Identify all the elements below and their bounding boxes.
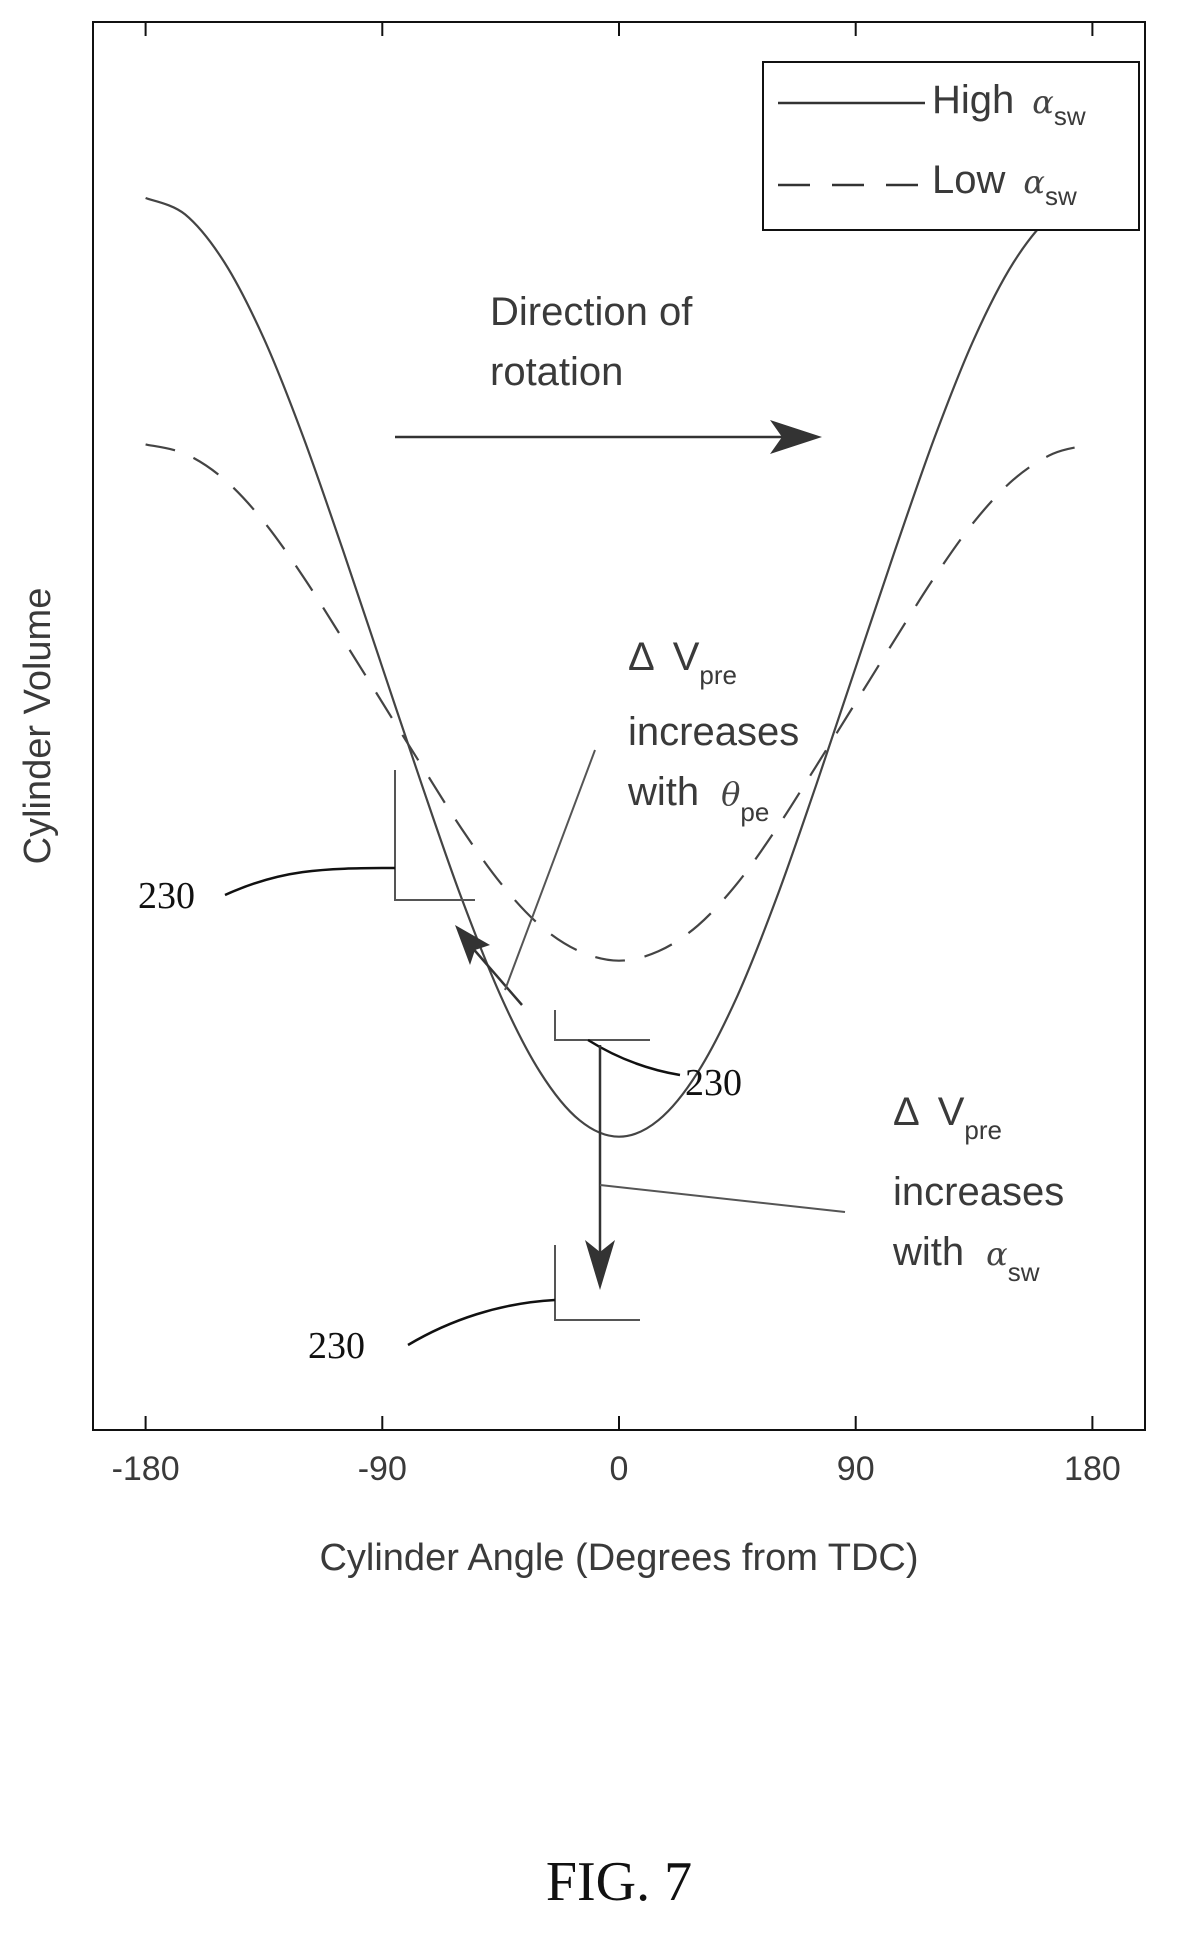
x-tick-label: -90	[358, 1450, 407, 1488]
figure-caption: FIG. 7	[546, 1851, 692, 1913]
ref-bracket-middle	[554, 1010, 650, 1041]
legend-box	[762, 61, 1140, 231]
series-line-high	[145, 196, 1093, 1138]
legend: High αsw Low αsw	[762, 61, 1140, 231]
x-axis-ticks	[144, 22, 1094, 1430]
ref-numeral-middle: 230	[685, 1062, 742, 1104]
legend-label-low: Low αsw	[932, 158, 1077, 211]
legend-label-high: High αsw	[932, 78, 1086, 131]
ref-bracket-upper	[394, 770, 475, 901]
annotation-lower-line3: with αsw	[892, 1230, 1040, 1287]
x-tick-label: 90	[837, 1450, 875, 1488]
annotation-upper-line2: increases	[628, 710, 799, 754]
x-tick-label: 180	[1064, 1450, 1121, 1488]
theta-arrow-head	[455, 925, 490, 965]
theta-leader-line	[504, 749, 596, 991]
direction-arrow-head	[770, 420, 822, 454]
ref-leader-middle	[587, 1038, 681, 1077]
alpha-arrow-head	[585, 1240, 615, 1290]
y-axis-label: Cylinder Volume	[17, 588, 59, 865]
annotation-lower-line2: increases	[893, 1170, 1064, 1214]
annotation-lower-line1: Δ Vpre	[893, 1090, 1002, 1145]
annotation-upper-line1: Δ Vpre	[628, 635, 737, 690]
ref-numeral-upper: 230	[138, 875, 195, 917]
ref-bracket-lower	[554, 1245, 640, 1321]
direction-text-line2: rotation	[490, 350, 623, 394]
x-tick-label: -180	[112, 1450, 180, 1488]
ref-leader-upper	[224, 866, 396, 897]
series-group	[145, 196, 1093, 1138]
plot-frame	[92, 21, 1146, 1431]
ref-leader-lower	[407, 1298, 556, 1347]
x-axis-tick-labels: -180 -90 0 90 180	[112, 1450, 1121, 1488]
annotation-upper-line3: with θpe	[627, 770, 769, 827]
x-axis-label: Cylinder Angle (Degrees from TDC)	[319, 1537, 918, 1579]
theta-arrow-shaft	[469, 944, 523, 1006]
x-tick-label: 0	[610, 1450, 629, 1488]
series-line-low	[145, 443, 1093, 962]
ref-numeral-lower: 230	[308, 1325, 365, 1367]
direction-text-line1: Direction of	[490, 290, 693, 334]
alpha-leader-line	[599, 1184, 846, 1213]
